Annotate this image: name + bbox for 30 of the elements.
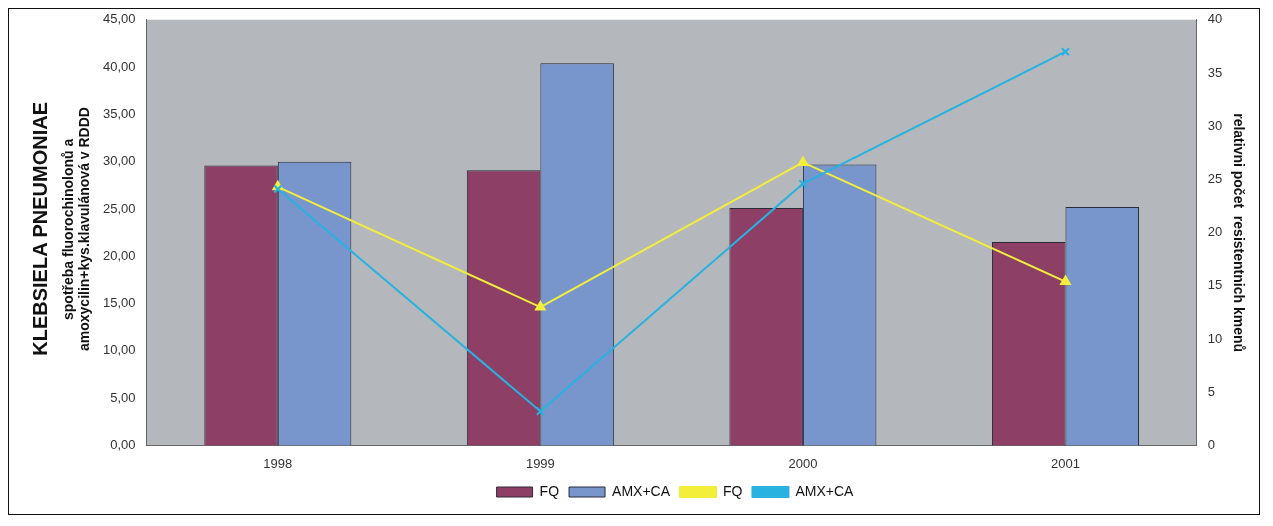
y-axis-title: spotřeba fluorochinolonů a amoxycilin+kys.klavulánová v RDDD [60,106,93,353]
y-tick-label: 35,00 [102,105,136,121]
y-tick-label: 40,00 [102,58,136,74]
y-tick-label: 45,00 [102,11,136,27]
y-tick-label: 20,00 [102,247,136,263]
y-tick-label: 5,00 [110,389,136,405]
x-tick-label: 1999 [525,455,555,471]
y2-tick-label: 20 [1207,224,1223,240]
y-tick-label: 15,00 [102,295,136,311]
y-tick-label: 10,00 [102,342,136,358]
legend-label: AMX+CA [612,482,671,499]
y2-tick-label: 15 [1207,277,1223,293]
y-tick-label: 25,00 [102,200,136,216]
legend-label: FQ [723,482,743,499]
x-tick-label: 1998 [263,455,293,471]
y2-tick-label: 25 [1207,170,1223,186]
y2-tick-label: 30 [1207,117,1223,133]
y2-tick-label: 10 [1207,330,1223,346]
legend-label: AMX+CA [795,482,855,499]
y2-axis-title: relativni počet resistentnich kmenů [1230,113,1247,353]
y-tick-label: 30,00 [102,153,136,169]
y2-tick-label: 35 [1207,64,1223,80]
y-tick-label: 0,00 [110,436,136,452]
y2-tick-label: 0 [1207,436,1215,452]
x-tick-label: 2001 [1051,455,1080,471]
legend-label: FQ [539,482,560,499]
y2-tick-label: 5 [1207,383,1215,399]
y2-tick-label: 40 [1207,11,1223,27]
text: KLEBSIELA PNEUMONIAE [29,102,52,356]
x-tick-label: 2000 [788,455,818,471]
